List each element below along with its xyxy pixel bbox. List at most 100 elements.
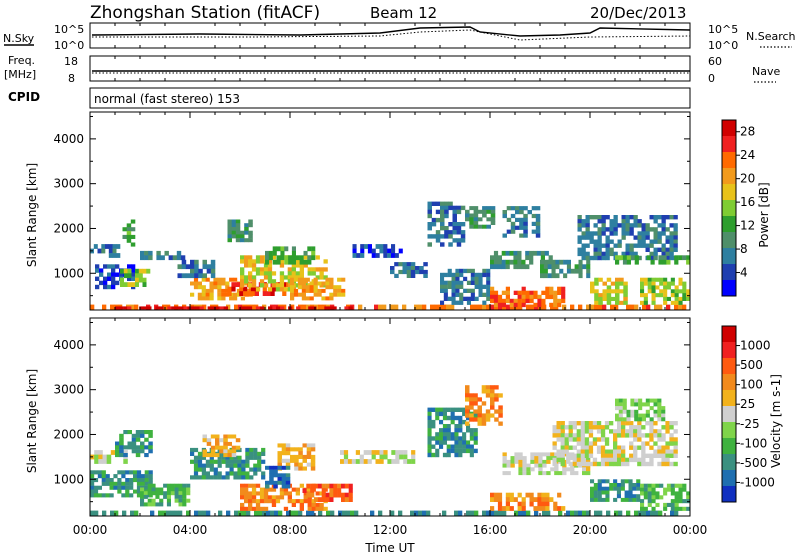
velocity-cell bbox=[439, 419, 444, 425]
velocity-cell bbox=[666, 483, 671, 488]
velocity-cell bbox=[329, 483, 334, 489]
velocity-cell bbox=[647, 499, 652, 504]
velocity-cell bbox=[615, 417, 620, 422]
power-cell bbox=[613, 231, 618, 236]
power-cell bbox=[402, 262, 407, 267]
velocity-cell bbox=[552, 433, 557, 438]
power-cell bbox=[517, 264, 522, 270]
velocity-cell bbox=[144, 445, 149, 450]
velocity-cell bbox=[592, 421, 598, 426]
velocity-cell bbox=[307, 487, 312, 492]
power-cell bbox=[463, 276, 468, 282]
velocity-cell bbox=[673, 441, 678, 446]
velocity-cell bbox=[556, 433, 561, 438]
power-cell bbox=[661, 219, 666, 224]
velocity-cell bbox=[517, 501, 522, 507]
velocity-cell bbox=[633, 449, 638, 454]
power-cell bbox=[669, 255, 674, 261]
power-cell bbox=[126, 238, 132, 243]
power-cell bbox=[606, 293, 612, 298]
velocity-cell bbox=[497, 506, 503, 511]
velocity-cell bbox=[131, 445, 137, 450]
velocity-cell bbox=[502, 463, 507, 468]
power-cell bbox=[205, 277, 210, 282]
velocity-cell bbox=[669, 453, 674, 458]
velocity-cell bbox=[592, 461, 598, 467]
power-cell bbox=[290, 288, 295, 293]
power-cell bbox=[526, 304, 531, 311]
velocity-cell bbox=[249, 451, 254, 456]
power-region bbox=[465, 206, 496, 229]
velocity-cell bbox=[370, 510, 375, 517]
velocity-cell bbox=[163, 491, 168, 496]
velocity-cell bbox=[558, 471, 563, 476]
power-cell bbox=[387, 248, 392, 254]
power-cell bbox=[482, 300, 487, 305]
power-cell bbox=[190, 273, 195, 279]
velocity-cell bbox=[514, 456, 519, 461]
velocity-cell bbox=[657, 413, 662, 418]
power-cell bbox=[447, 296, 452, 301]
velocity-cell bbox=[223, 434, 228, 439]
velocity-cell bbox=[469, 393, 474, 398]
velocity-cell bbox=[131, 433, 137, 438]
power-cell bbox=[523, 225, 528, 230]
power-cell bbox=[551, 264, 556, 270]
power-cell bbox=[633, 251, 638, 257]
velocity-cell bbox=[383, 454, 388, 460]
power-cell bbox=[634, 255, 639, 261]
velocity-cell bbox=[666, 502, 671, 507]
power-cell bbox=[307, 271, 312, 276]
velocity-cell bbox=[638, 398, 643, 403]
velocity-colorbar-segment bbox=[722, 374, 736, 391]
velocity-cell bbox=[450, 407, 455, 412]
power-cell bbox=[103, 280, 108, 286]
power-colorbar-tick-label: 24 bbox=[740, 148, 755, 162]
velocity-cell bbox=[521, 501, 526, 507]
power-cell bbox=[329, 292, 334, 297]
velocity-cell bbox=[560, 425, 565, 430]
power-cell bbox=[259, 271, 265, 276]
power-cell bbox=[486, 292, 491, 297]
velocity-cell bbox=[469, 397, 474, 402]
velocity-cell bbox=[248, 506, 253, 511]
power-cell bbox=[226, 304, 231, 311]
power-cell bbox=[322, 304, 327, 311]
velocity-cell bbox=[560, 453, 565, 458]
power-cell bbox=[375, 253, 380, 258]
velocity-cell bbox=[166, 510, 171, 517]
velocity-cell bbox=[285, 458, 291, 463]
velocity-cell bbox=[655, 502, 660, 507]
power-cell bbox=[661, 247, 666, 252]
velocity-cell bbox=[661, 457, 666, 463]
power-cell bbox=[629, 227, 634, 232]
velocity-cell bbox=[125, 489, 130, 494]
power-cell bbox=[578, 259, 583, 265]
velocity-cell bbox=[465, 409, 470, 414]
power-cell bbox=[494, 304, 499, 311]
velocity-cell bbox=[568, 421, 573, 426]
velocity-cell bbox=[649, 425, 654, 430]
velocity-cell bbox=[119, 445, 124, 450]
velocity-cell bbox=[155, 487, 160, 492]
power-cell bbox=[606, 300, 612, 305]
power-cell bbox=[615, 285, 620, 290]
velocity-cell bbox=[398, 510, 403, 517]
velocity-cell bbox=[307, 506, 312, 511]
power-cell bbox=[473, 213, 479, 218]
velocity-cell bbox=[407, 459, 412, 464]
power-cell bbox=[287, 287, 292, 292]
velocity-cell bbox=[542, 510, 547, 517]
power-cell bbox=[598, 300, 603, 305]
power-cell bbox=[251, 283, 257, 288]
velocity-cell bbox=[609, 457, 614, 463]
velocity-cell bbox=[244, 499, 249, 504]
velocity-cell bbox=[494, 417, 499, 422]
velocity-cell bbox=[542, 463, 547, 468]
power-cell bbox=[451, 300, 456, 305]
velocity-cell bbox=[590, 479, 595, 484]
velocity-cell bbox=[462, 432, 467, 437]
velocity-cell bbox=[330, 510, 335, 517]
power-cell bbox=[398, 248, 403, 254]
velocity-cell bbox=[601, 486, 606, 491]
